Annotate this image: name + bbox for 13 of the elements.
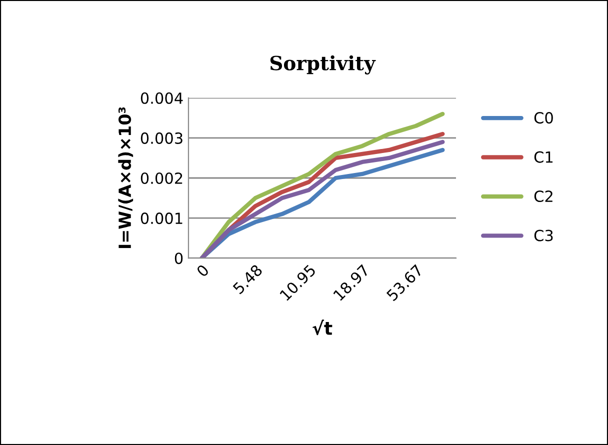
y-tick-label: 0.002 [140, 172, 182, 184]
legend-label: C0 [534, 112, 553, 124]
y-tick-label: 0 [174, 252, 183, 264]
y-axis-title: I=W/(A×d)×10³ [118, 107, 134, 248]
x-axis-title: √t [312, 320, 332, 336]
chart-title: Sorptivity [270, 55, 376, 74]
y-tick-label: 0.004 [140, 92, 183, 104]
y-tick-label: 0.001 [140, 212, 182, 224]
x-tick-label: 0 [196, 264, 210, 278]
legend-label: C1 [534, 151, 553, 163]
y-tick-label: 0.003 [140, 132, 182, 144]
legend-label: C3 [534, 230, 553, 242]
legend-label: C2 [534, 190, 552, 202]
